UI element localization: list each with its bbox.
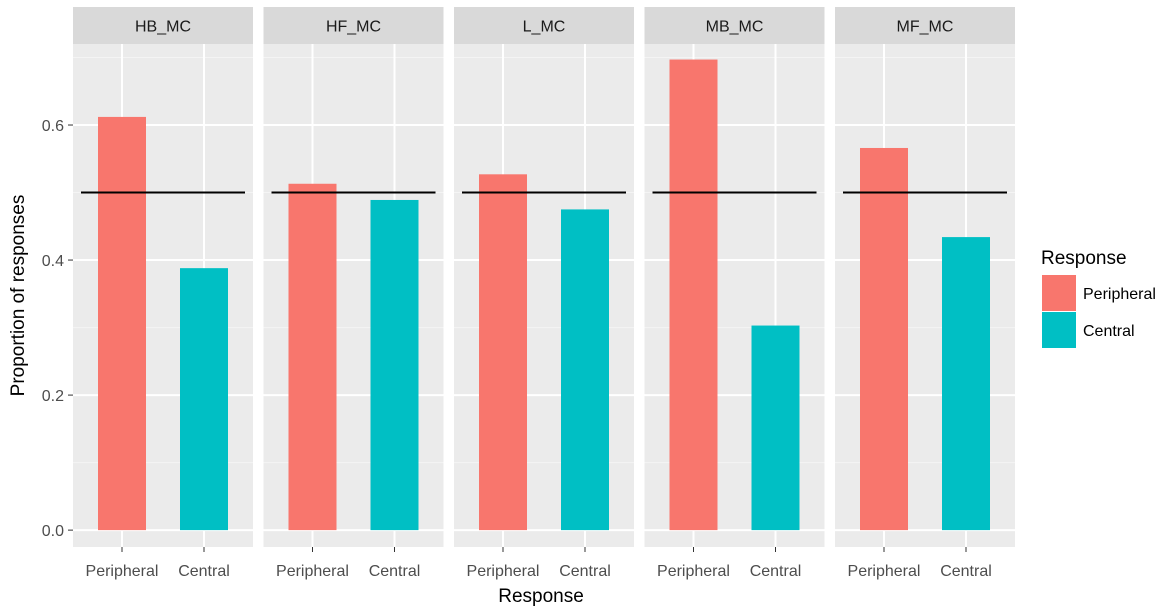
facet-strip [454, 7, 634, 44]
facet-strip [835, 7, 1015, 44]
legend-entries: Peripheral Central [1042, 275, 1156, 348]
x-tick-label: Peripheral [848, 563, 921, 580]
x-tick-label: Peripheral [467, 563, 540, 580]
x-tick-label: Central [750, 563, 802, 580]
facet-panel-hb-mc: HB_MC Peripheral Central [73, 7, 253, 580]
y-tick-label: 0.0 [42, 523, 64, 540]
legend-key-peripheral [1042, 275, 1076, 311]
facet-strip-label: MF_MC [897, 19, 954, 36]
bar-central [180, 268, 228, 531]
legend-label-central: Central [1083, 323, 1135, 340]
y-axis-title: Proportion of responses [8, 195, 29, 397]
panels-layer: HB_MC Peripheral Central HF_MC Peripheral Cen… [73, 7, 1015, 580]
bar-peripheral [98, 116, 146, 531]
x-tick-label: Central [178, 563, 230, 580]
x-tick-label: Peripheral [86, 563, 159, 580]
bar-peripheral [669, 59, 718, 531]
facet-strip [73, 7, 253, 44]
legend: Response Peripheral Central [1041, 248, 1156, 348]
legend-key-central [1042, 312, 1076, 348]
bar-central [751, 325, 800, 531]
legend-label-peripheral: Peripheral [1083, 286, 1156, 303]
bar-peripheral [479, 174, 527, 531]
x-tick-label: Central [559, 563, 611, 580]
facet-panel-l-mc: L_MC Peripheral Central [454, 7, 634, 580]
facet-panel-mb-mc: MB_MC Peripheral Central [644, 7, 825, 580]
facet-strip [263, 7, 444, 44]
bar-peripheral [288, 183, 337, 531]
y-tick-label: 0.2 [42, 388, 64, 405]
x-tick-label: Peripheral [276, 563, 349, 580]
x-tick-label: Central [369, 563, 421, 580]
y-axis: 0.0 0.2 0.4 0.6 [42, 118, 73, 540]
x-tick-label: Peripheral [657, 563, 730, 580]
x-axis-title: Response [498, 586, 584, 607]
facet-panel-mf-mc: MF_MC Peripheral Central [835, 7, 1015, 580]
facet-strip-label: HF_MC [326, 19, 381, 36]
y-tick-label: 0.4 [42, 253, 64, 270]
y-tick-label: 0.6 [42, 118, 64, 135]
bar-peripheral [860, 147, 908, 531]
facet-strip-label: L_MC [523, 19, 566, 36]
facet-panel-hf-mc: HF_MC Peripheral Central [263, 7, 444, 580]
x-tick-label: Central [940, 563, 992, 580]
legend-title: Response [1041, 248, 1127, 269]
facet-strip-label: MB_MC [706, 19, 764, 36]
facet-strip [644, 7, 825, 44]
bar-central [561, 209, 609, 531]
bar-central [942, 237, 990, 531]
facet-strip-label: HB_MC [135, 19, 191, 36]
bar-central [370, 199, 419, 531]
